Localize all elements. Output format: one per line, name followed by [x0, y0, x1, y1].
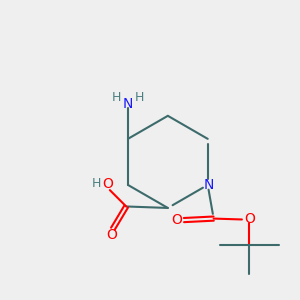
Text: N: N — [203, 178, 214, 192]
Text: O: O — [244, 212, 255, 226]
Text: N: N — [123, 97, 133, 111]
Text: H: H — [134, 91, 144, 104]
Text: H: H — [92, 177, 101, 190]
Text: H: H — [112, 91, 121, 104]
Text: O: O — [171, 213, 182, 227]
Text: O: O — [106, 228, 117, 242]
Text: O: O — [102, 177, 113, 190]
